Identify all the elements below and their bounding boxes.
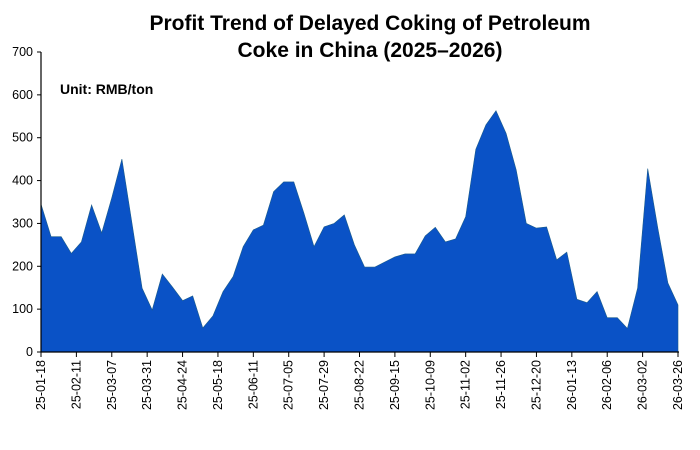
- x-tick-label: 25-05-18: [211, 360, 225, 410]
- x-tick-label: 25-07-29: [317, 360, 331, 410]
- y-tick-label: 600: [12, 88, 33, 102]
- chart-title: Profit Trend of Delayed Coking of Petrol…: [60, 10, 680, 64]
- y-tick-label: 300: [12, 216, 33, 230]
- x-tick-label: 25-12-20: [529, 360, 543, 410]
- x-tick-label: 25-08-22: [353, 360, 367, 410]
- x-tick-label: 25-04-24: [176, 360, 190, 410]
- x-tick-label: 25-11-26: [494, 360, 508, 409]
- unit-annotation: Unit: RMB/ton: [60, 81, 153, 97]
- x-tick-label: 26-03-26: [671, 360, 685, 410]
- x-tick-label: 25-09-15: [388, 360, 402, 410]
- x-tick-label: 25-10-09: [423, 360, 437, 410]
- x-tick-label: 25-03-31: [140, 360, 154, 410]
- y-tick-label: 700: [12, 45, 33, 59]
- y-tick-label: 100: [12, 302, 33, 316]
- title-line-1: Profit Trend of Delayed Coking of Petrol…: [149, 12, 591, 35]
- y-tick-label: 400: [12, 174, 33, 188]
- x-tick-label: 26-03-02: [636, 360, 650, 410]
- x-tick-label: 25-02-11: [69, 360, 83, 409]
- x-tick-label: 25-07-05: [282, 360, 296, 410]
- x-tick-label: 25-01-18: [34, 360, 48, 410]
- x-tick-label: 25-06-11: [246, 360, 260, 409]
- x-tick-label: 26-01-13: [565, 360, 579, 410]
- profit-area: [40, 110, 679, 353]
- y-tick-label: 200: [12, 259, 33, 273]
- y-tick-label: 500: [12, 131, 33, 145]
- x-tick-label: 25-11-02: [459, 360, 473, 409]
- x-tick-label: 25-03-07: [105, 360, 119, 410]
- x-tick-label: 26-02-06: [600, 360, 614, 410]
- y-tick-label: 0: [26, 345, 33, 359]
- title-line-2: Coke in China (2025–2026): [237, 39, 503, 62]
